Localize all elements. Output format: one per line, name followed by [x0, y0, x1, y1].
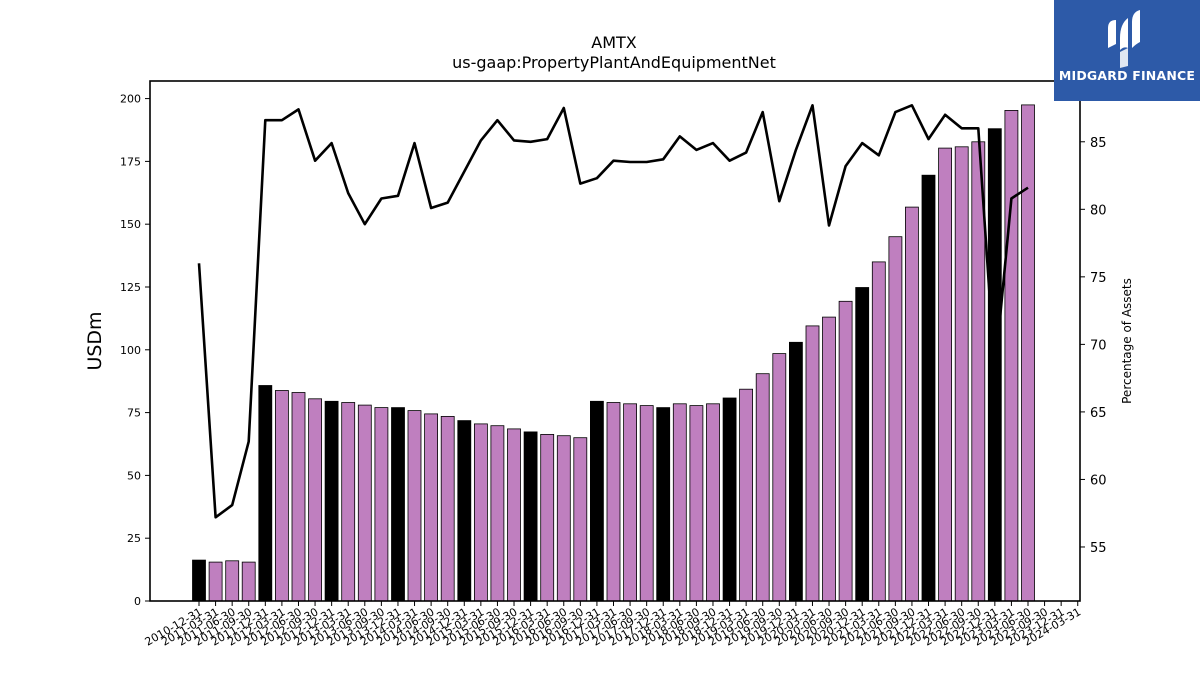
bar — [706, 403, 720, 602]
bar — [473, 423, 488, 602]
bar — [407, 410, 422, 602]
bar — [905, 206, 919, 602]
bar — [540, 433, 555, 602]
bar-series — [192, 104, 1035, 602]
bar — [954, 146, 969, 602]
axes: 0255075100125150175200556065707580852010… — [120, 93, 1107, 649]
bar — [921, 174, 936, 602]
line-series — [197, 104, 1029, 519]
y-tick-label: 0 — [134, 595, 141, 608]
bar — [838, 300, 853, 602]
bar — [225, 560, 240, 602]
bar — [739, 388, 753, 602]
bar — [772, 353, 787, 602]
bar — [623, 403, 637, 602]
y-tick-label: 125 — [120, 281, 141, 294]
bar — [656, 407, 671, 602]
y2-tick-label: 80 — [1090, 203, 1107, 218]
bar — [573, 437, 588, 602]
bar — [274, 390, 289, 602]
bar — [606, 402, 621, 602]
bar — [208, 561, 223, 602]
bar — [755, 373, 770, 602]
y2-axis-label: Percentage of Assets — [1120, 278, 1134, 404]
bar — [440, 415, 455, 602]
bar — [507, 428, 521, 602]
bar — [556, 435, 571, 602]
bar — [192, 559, 206, 602]
bar — [639, 405, 654, 602]
y-tick-label: 150 — [120, 218, 141, 231]
y2-tick-label: 75 — [1090, 271, 1107, 286]
plot-frame — [149, 80, 1081, 602]
y-axis-label: USDm — [84, 311, 106, 370]
bar — [722, 397, 737, 602]
bar — [855, 287, 870, 602]
bar — [308, 398, 323, 602]
y2-tick-label: 85 — [1090, 136, 1107, 151]
bar — [805, 325, 820, 602]
y-tick-label: 175 — [120, 155, 141, 168]
bar — [789, 341, 803, 602]
y2-tick-label: 60 — [1090, 473, 1107, 488]
bar — [1004, 110, 1019, 602]
bar — [291, 392, 306, 602]
bar — [391, 407, 405, 602]
y-tick-label: 50 — [127, 469, 141, 482]
logo-text: MIDGARD FINANCE — [1058, 68, 1196, 83]
bar — [523, 431, 538, 602]
bar — [672, 403, 687, 602]
bar — [258, 385, 273, 602]
bar — [1021, 104, 1035, 602]
y2-tick-label: 65 — [1090, 406, 1107, 421]
bar — [324, 400, 339, 602]
bar — [871, 261, 886, 602]
bar — [490, 425, 505, 602]
bar — [689, 405, 704, 602]
logo-mark-icon — [1108, 10, 1140, 68]
chart-title: AMTX — [591, 33, 637, 52]
y-tick-label: 25 — [127, 532, 141, 545]
bar — [341, 402, 356, 602]
bar — [374, 407, 389, 602]
bar — [938, 147, 952, 602]
percentage-line — [197, 104, 1029, 519]
chart-subtitle: us-gaap:PropertyPlantAndEquipmentNet — [452, 53, 776, 72]
y2-tick-label: 55 — [1090, 541, 1107, 556]
brand-logo: MIDGARD FINANCE — [1054, 0, 1200, 101]
bar — [822, 316, 836, 602]
bar — [590, 400, 604, 602]
bar — [457, 420, 472, 602]
y-tick-label: 200 — [120, 93, 141, 106]
bar — [424, 413, 439, 602]
y2-tick-label: 70 — [1090, 338, 1107, 353]
bar — [357, 404, 372, 602]
y-tick-label: 75 — [127, 407, 141, 420]
y-tick-label: 100 — [120, 344, 141, 357]
bar — [241, 561, 256, 602]
bar — [888, 236, 903, 602]
